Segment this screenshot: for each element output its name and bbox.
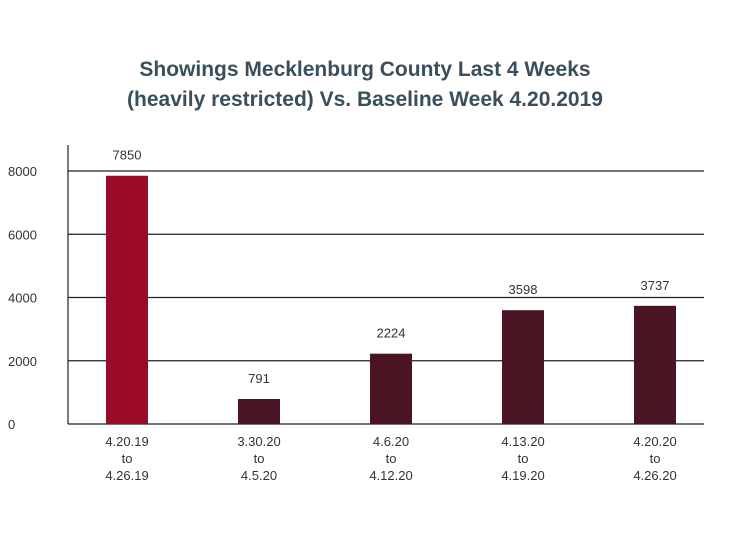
category-label: to	[386, 451, 397, 466]
category-label: 4.20.19	[105, 434, 148, 449]
category-labels: 4.20.19 to 4.26.19 3.30.20 to 4.5.20 4.6.20 to 4…	[105, 434, 676, 483]
bar	[634, 305, 676, 424]
chart-title: Showings Mecklenburg County Last 4 Weeks…	[0, 55, 730, 115]
value-label: 3737	[641, 278, 670, 293]
category-label: 4.5.20	[241, 468, 277, 483]
y-tick-label: 8000	[8, 164, 37, 179]
y-tick-labels: 0 2000 4000 6000 8000	[8, 164, 37, 432]
category-label: 4.19.20	[501, 468, 544, 483]
bar	[370, 353, 412, 424]
value-label: 3598	[509, 282, 538, 297]
category-label: 3.30.20	[237, 434, 280, 449]
category-label: to	[254, 451, 265, 466]
category-label: 4.12.20	[369, 468, 412, 483]
bars	[106, 175, 676, 424]
bar	[502, 310, 544, 424]
category-label: 4.20.20	[633, 434, 676, 449]
value-labels: 7850 791 2224 3598 3737	[113, 148, 670, 386]
y-tick-label: 6000	[8, 227, 37, 242]
value-label: 2224	[377, 326, 406, 341]
value-label: 791	[248, 371, 270, 386]
category-label: 4.26.19	[105, 468, 148, 483]
chart-title-line-2: (heavily restricted) Vs. Baseline Week 4…	[127, 88, 603, 111]
category-label: 4.13.20	[501, 434, 544, 449]
bar	[106, 175, 148, 424]
category-label: to	[650, 451, 661, 466]
y-tick-label: 4000	[8, 291, 37, 306]
chart-title-line-1: Showings Mecklenburg County Last 4 Weeks	[139, 58, 591, 81]
y-tick-label: 2000	[8, 354, 37, 369]
bar	[238, 398, 280, 424]
category-label: to	[518, 451, 529, 466]
category-label: 4.26.20	[633, 468, 676, 483]
y-tick-label: 0	[8, 417, 15, 432]
category-label: to	[122, 451, 133, 466]
value-label: 7850	[113, 148, 142, 163]
category-label: 4.6.20	[373, 434, 409, 449]
